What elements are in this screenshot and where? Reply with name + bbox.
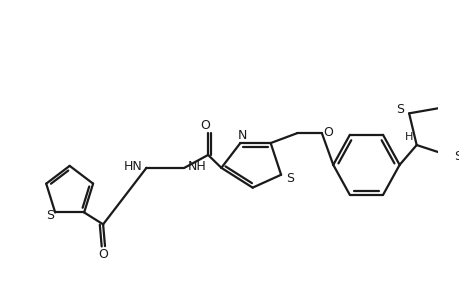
Text: S: S	[46, 209, 54, 222]
Text: O: O	[200, 119, 210, 132]
Text: HN: HN	[123, 160, 142, 173]
Text: O: O	[98, 248, 108, 261]
Text: S: S	[286, 172, 294, 185]
Text: NH: NH	[188, 160, 207, 173]
Text: O: O	[323, 126, 333, 139]
Text: S: S	[395, 103, 403, 116]
Text: H: H	[404, 132, 412, 142]
Text: S: S	[453, 150, 459, 164]
Text: N: N	[237, 129, 246, 142]
